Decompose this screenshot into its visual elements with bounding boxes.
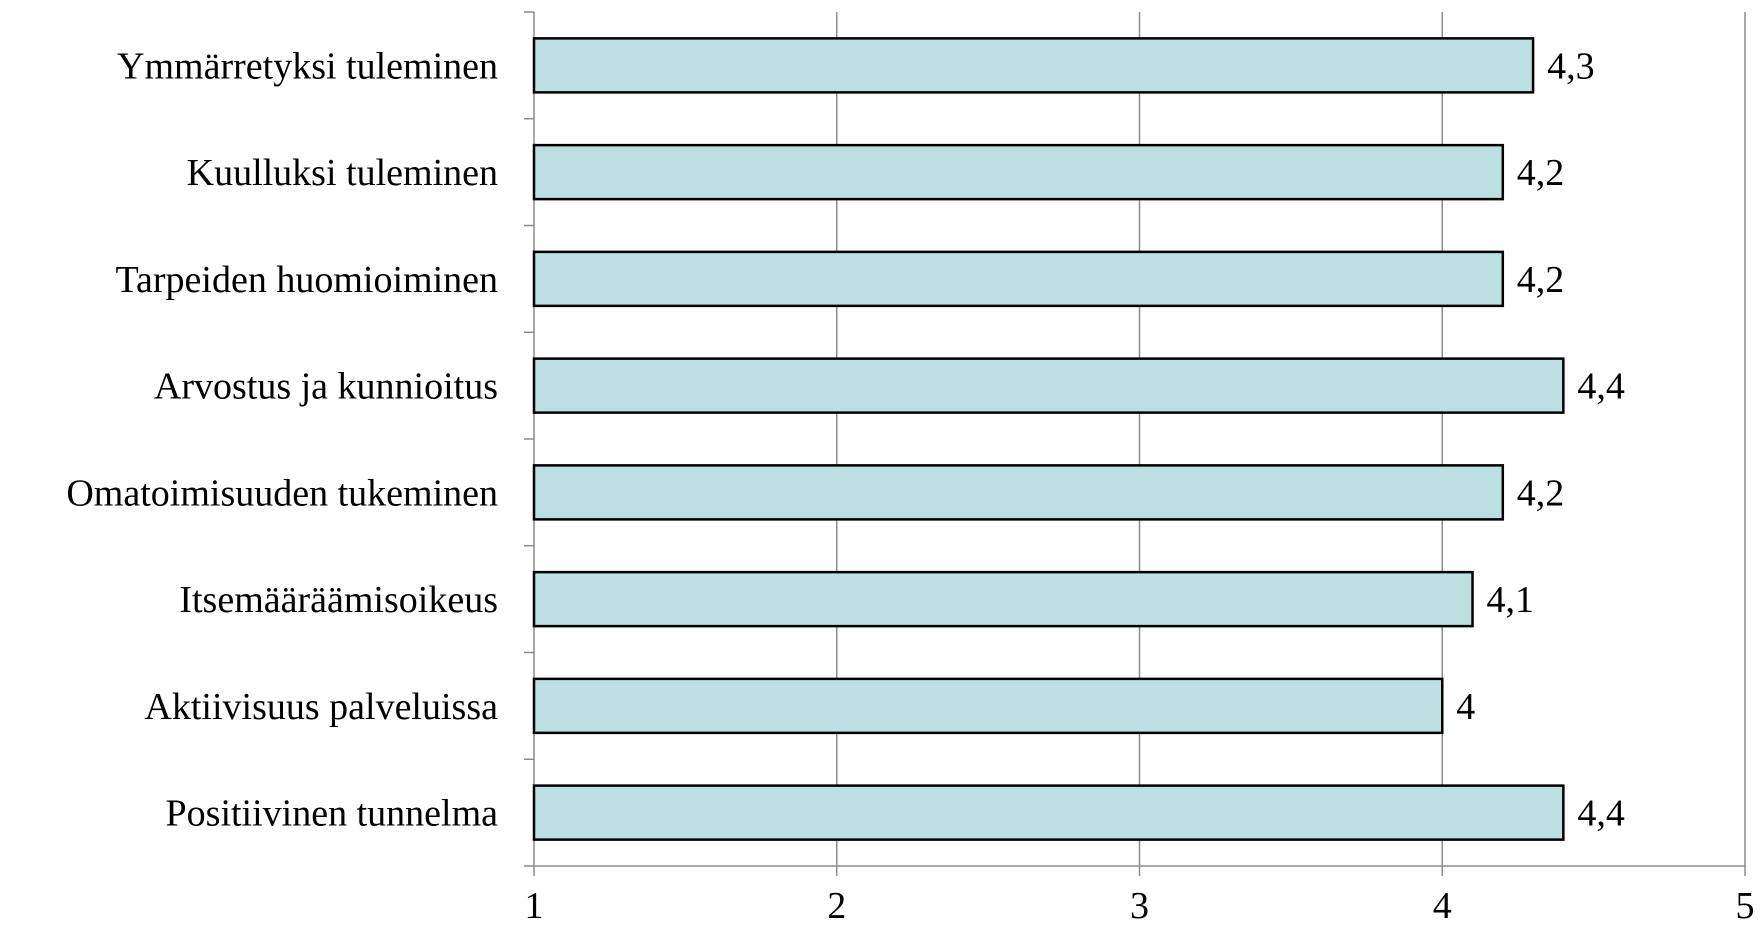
- value-label: 4,4: [1577, 366, 1625, 408]
- x-tick-label: 1: [525, 885, 544, 927]
- category-label: Arvostus ja kunnioitus: [154, 366, 498, 408]
- category-label: Tarpeiden huomioiminen: [115, 259, 498, 301]
- value-label: 4,2: [1517, 472, 1565, 514]
- bar: [532, 570, 1474, 628]
- value-label: 4,3: [1547, 45, 1595, 87]
- category-label: Omatoimisuuden tukeminen: [66, 472, 498, 514]
- bar: [532, 357, 1565, 414]
- bar: [532, 250, 1505, 308]
- value-label: 4,1: [1487, 579, 1535, 621]
- bar: [532, 143, 1505, 201]
- category-label: Aktiivisuus palveluissa: [144, 686, 498, 728]
- value-label: 4,4: [1577, 793, 1625, 835]
- value-label: 4,2: [1517, 152, 1565, 194]
- category-label: Kuulluksi tuleminen: [187, 152, 498, 194]
- x-tick-label: 3: [1130, 885, 1149, 927]
- x-tick-label: 4: [1433, 885, 1452, 927]
- value-label: 4,2: [1517, 259, 1565, 301]
- category-label: Itsemääräämisoikeus: [179, 579, 498, 621]
- bar: [532, 37, 1535, 94]
- bar: [532, 677, 1444, 735]
- axis-layer: [524, 11, 1746, 876]
- bar: [532, 784, 1565, 841]
- value-label: 4: [1456, 686, 1475, 728]
- bars-layer: [532, 37, 1565, 841]
- x-tick-label: 5: [1736, 885, 1755, 927]
- labels-layer: 1 2 3 4 5 Ymmärretyksi tuleminen 4,3 Kuulluksi …: [66, 45, 1754, 927]
- bar: [532, 464, 1505, 521]
- grid-layer: [836, 12, 1746, 866]
- category-label: Positiivinen tunnelma: [166, 793, 499, 835]
- x-tick-label: 2: [827, 885, 846, 927]
- category-label: Ymmärretyksi tuleminen: [117, 45, 498, 87]
